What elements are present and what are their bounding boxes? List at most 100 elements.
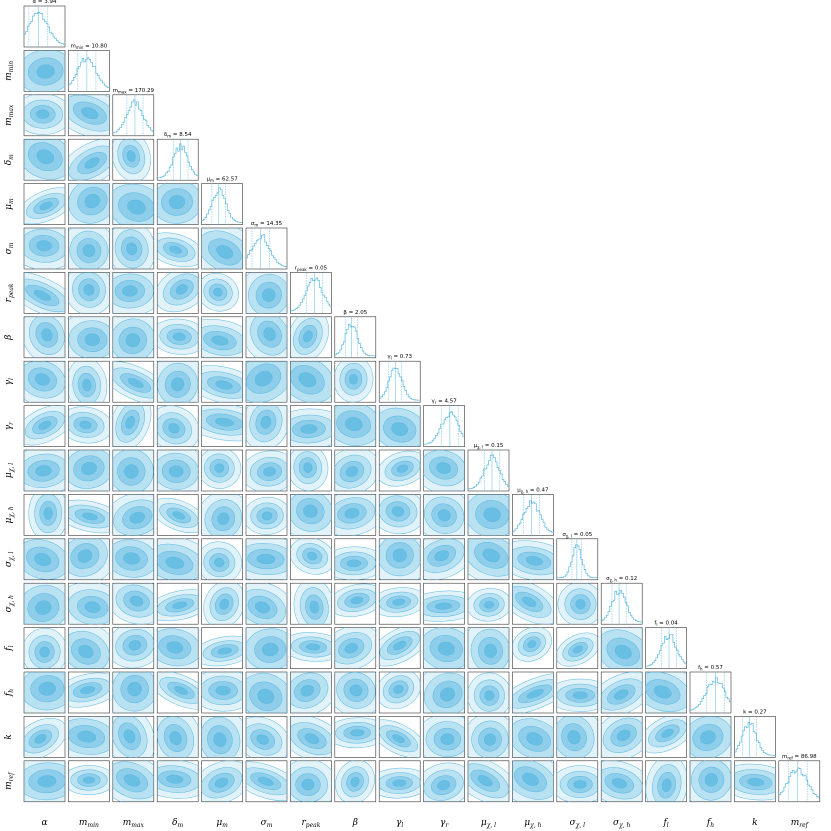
contours <box>24 405 65 446</box>
contour-panel <box>423 760 465 803</box>
symbol: k <box>4 734 14 739</box>
contour <box>262 288 276 302</box>
contours <box>157 450 199 491</box>
histogram-step <box>379 367 421 401</box>
histogram-step <box>112 99 154 134</box>
contour <box>84 157 100 169</box>
axis-label: k <box>752 818 757 828</box>
contour <box>34 553 52 566</box>
contours <box>512 627 552 662</box>
subscript: min <box>8 61 15 73</box>
symbol: γ <box>396 818 402 828</box>
contours <box>68 139 110 181</box>
histogram-panel: γl = 0.73 <box>378 354 421 403</box>
contour-panel <box>112 405 155 447</box>
contour <box>260 415 272 429</box>
contour-panel <box>112 716 155 758</box>
contour <box>439 687 456 702</box>
contours <box>68 716 110 758</box>
contour <box>36 109 50 119</box>
contour-panel <box>156 627 199 669</box>
axis-label: rpeak <box>301 818 320 829</box>
contour <box>172 601 188 609</box>
symbol: β <box>352 818 358 828</box>
contour <box>304 733 320 744</box>
contours <box>24 139 65 181</box>
symbol: f <box>706 818 712 828</box>
contour <box>82 512 98 521</box>
contour-panel <box>23 50 66 92</box>
contours <box>157 760 199 799</box>
contours <box>468 588 509 622</box>
estimate: = 0.27 <box>746 709 767 715</box>
axis-label: μχ, h <box>4 506 15 523</box>
symbol: δ <box>164 132 168 138</box>
contour <box>350 596 364 605</box>
symbol: m <box>79 818 88 828</box>
contour-panel <box>689 716 732 758</box>
contour-panel <box>334 405 377 447</box>
contour <box>573 780 587 789</box>
contour-panel <box>467 582 510 625</box>
axis-label: γr <box>4 421 15 430</box>
contour <box>298 372 317 388</box>
contour-panel <box>290 449 332 492</box>
estimate: = 0.73 <box>392 354 413 360</box>
panel-frame <box>467 449 510 492</box>
contour <box>437 780 451 791</box>
contour <box>213 287 223 297</box>
panel-title: mmax = 170.29 <box>113 88 155 95</box>
panel-frame <box>734 716 776 758</box>
panel-title: fh = 0.57 <box>698 665 723 672</box>
histogram-panel: α = 3.94 <box>23 0 66 48</box>
subscript: χ, l <box>566 533 572 538</box>
contours <box>157 361 199 403</box>
histogram-step <box>645 634 687 667</box>
contours <box>112 272 154 314</box>
contour-panel <box>112 538 155 581</box>
contour <box>216 245 234 259</box>
panel-frame <box>156 494 199 536</box>
symbol: σ <box>4 605 14 612</box>
subscript: m <box>8 242 15 248</box>
panel-title: fl = 0.04 <box>654 621 678 628</box>
histogram-panel: γr = 4.57 <box>423 399 465 447</box>
contours <box>290 408 332 447</box>
contour-panel <box>112 316 155 359</box>
contours <box>24 50 65 92</box>
symbol: σ <box>261 818 268 828</box>
subscript: max <box>8 104 15 117</box>
estimate: = 0.12 <box>617 576 637 582</box>
contour <box>392 598 405 606</box>
contour <box>34 734 47 744</box>
contour-panel <box>512 627 554 669</box>
contour-panel <box>290 538 332 581</box>
subscript: l <box>391 356 392 361</box>
contour-panel <box>23 183 66 225</box>
axis-label: σm <box>4 242 15 254</box>
contour-panel <box>68 671 110 714</box>
histogram-step <box>468 454 509 490</box>
contour <box>123 729 136 744</box>
contours <box>24 717 65 758</box>
contour <box>168 465 184 478</box>
contours <box>112 450 154 491</box>
contours <box>290 716 332 758</box>
contours <box>24 187 65 225</box>
contour-panel <box>23 671 66 714</box>
contour-panel <box>156 494 199 536</box>
subscript: m <box>267 822 273 829</box>
contours <box>112 361 154 403</box>
histogram-step <box>778 767 820 798</box>
contour <box>169 731 182 746</box>
contour <box>350 729 365 737</box>
contour-panel <box>156 316 199 359</box>
contour-panel <box>423 494 465 536</box>
contour <box>82 244 96 257</box>
contour <box>393 684 404 694</box>
contours <box>157 589 199 622</box>
contour-panel <box>201 671 243 714</box>
estimate: = 170.29 <box>127 88 155 94</box>
contour <box>483 733 497 746</box>
axis-label: σχ, l <box>570 818 586 829</box>
